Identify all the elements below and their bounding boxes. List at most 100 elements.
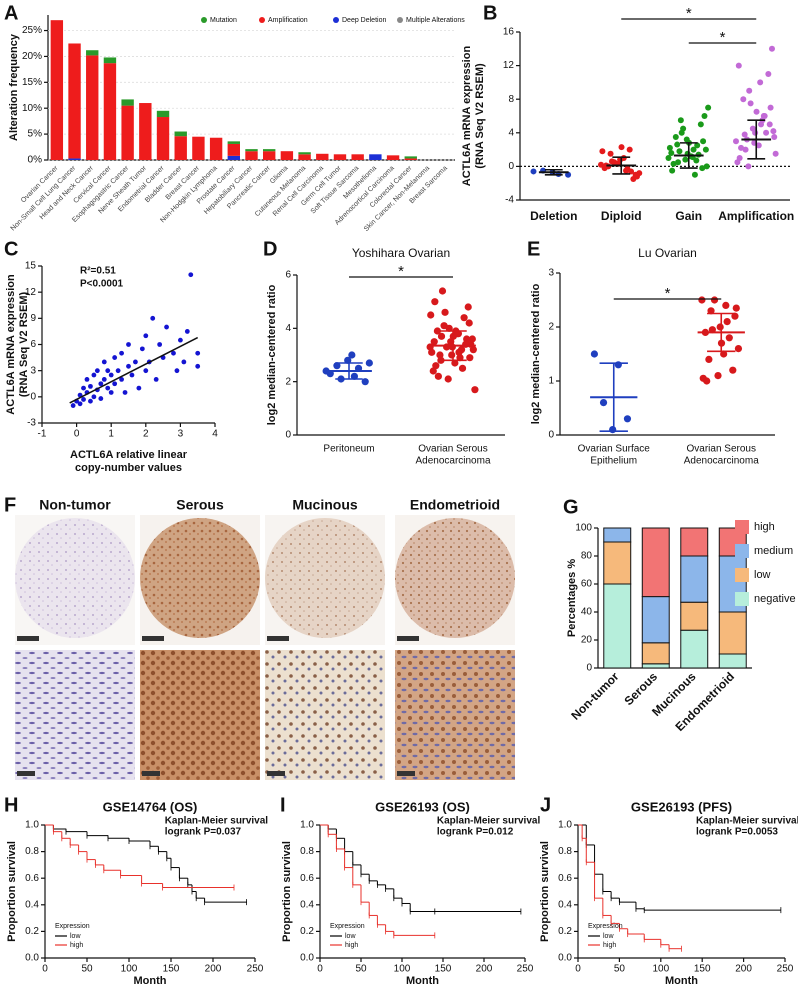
y-tick-label: 60 [581, 579, 593, 590]
data-point [430, 338, 438, 346]
tissue-core [15, 518, 135, 638]
y-tick-label: 12 [503, 60, 515, 71]
data-point [432, 362, 440, 370]
magnified-image [395, 650, 515, 780]
data-point [184, 329, 190, 334]
data-point [603, 162, 610, 169]
x-tick-label: Ovarian Serous [687, 444, 756, 455]
x-axis-label: ACTL6A relative linear [70, 449, 188, 461]
y-tick-label: 5% [28, 129, 43, 140]
data-point [98, 396, 104, 401]
x-tick-label: 250 [777, 964, 794, 975]
scale-bar [267, 771, 285, 776]
data-point [81, 385, 86, 391]
data-point [694, 142, 701, 149]
significance-label: * [665, 285, 671, 302]
data-point [115, 368, 121, 374]
data-point [733, 138, 739, 145]
y-axis-label: Alteration frequency [8, 33, 20, 141]
legend-marker [735, 520, 749, 534]
data-point [732, 304, 740, 312]
x-axis-label: Month [665, 975, 698, 987]
data-point [429, 367, 437, 375]
data-point [703, 163, 710, 170]
data-point [126, 342, 131, 347]
bar-segment [680, 555, 709, 603]
data-point [710, 296, 719, 304]
data-point [451, 359, 459, 367]
data-point [766, 121, 773, 128]
y-tick-label: 0.4 [25, 899, 39, 910]
data-point [763, 129, 770, 136]
x-tick-label: 0 [74, 429, 80, 440]
y-tick-label: 0.0 [558, 953, 572, 964]
x-tick-label: 50 [81, 964, 93, 975]
data-point [683, 136, 690, 143]
data-point [88, 383, 93, 389]
bar-segment [680, 601, 709, 631]
x-tick-label: Amplification [718, 209, 794, 223]
annotation: R²=0.51 [80, 266, 116, 277]
data-point [731, 312, 739, 320]
bar-segment [316, 153, 329, 160]
y-axis-label: log2 median-centered ratio [266, 284, 278, 425]
significance-label: * [398, 263, 404, 280]
legend-label: Deep Deletion [342, 17, 386, 24]
data-point [431, 298, 439, 306]
legend-label: Mutation [210, 17, 237, 24]
x-tick-label: -1 [38, 429, 47, 440]
data-point [108, 390, 114, 395]
x-tick-label: Ovarian Serous [418, 444, 487, 455]
y-tick-label: 2 [548, 322, 554, 333]
data-point [702, 146, 709, 153]
y-tick-label: 9 [30, 313, 36, 324]
column-label: Non-tumor [39, 497, 111, 513]
data-point [672, 134, 679, 140]
data-point [119, 350, 124, 356]
x-tick-label: 250 [247, 964, 264, 975]
x-tick-label: 0 [575, 964, 581, 975]
bar-segment [245, 151, 258, 160]
data-point [344, 356, 352, 364]
data-point [348, 351, 356, 359]
y-tick-label: 1.0 [300, 820, 314, 831]
bar-segment [68, 43, 81, 159]
x-tick-label: 50 [355, 964, 367, 975]
magnified-image [265, 650, 385, 780]
data-point [767, 104, 774, 111]
data-point [757, 79, 764, 86]
data-point [119, 376, 124, 382]
data-point [735, 62, 742, 69]
data-point [633, 173, 640, 180]
y-tick-label: 0 [285, 430, 291, 441]
y-tick-label: 20 [581, 635, 593, 646]
x-tick-label: 2 [143, 429, 149, 440]
bar-segment [86, 55, 99, 161]
y-tick-label: 0.2 [300, 926, 314, 937]
x-tick-label: Adenocarcinoma [415, 456, 490, 467]
data-point [746, 87, 753, 94]
scale-bar [142, 771, 160, 776]
x-tick-label: 4 [212, 429, 218, 440]
bar-segment [369, 154, 382, 160]
x-tick-label: 100 [652, 964, 669, 975]
data-point [697, 121, 704, 128]
data-point [468, 335, 476, 343]
data-point [91, 394, 97, 400]
legend-marker [201, 17, 207, 23]
fit-line [69, 336, 199, 404]
y-tick-label: 10% [22, 103, 42, 114]
bar-segment [298, 152, 311, 155]
legend-label: low [70, 933, 81, 940]
data-point [428, 348, 436, 356]
data-point [666, 144, 673, 151]
y-tick-label: 15 [25, 261, 37, 272]
data-point [437, 332, 446, 340]
bar-segment [603, 583, 632, 669]
data-point [680, 125, 687, 132]
data-point [723, 318, 731, 326]
data-point [178, 337, 183, 343]
data-point [614, 361, 622, 369]
data-point [668, 149, 675, 156]
data-point [707, 307, 715, 315]
